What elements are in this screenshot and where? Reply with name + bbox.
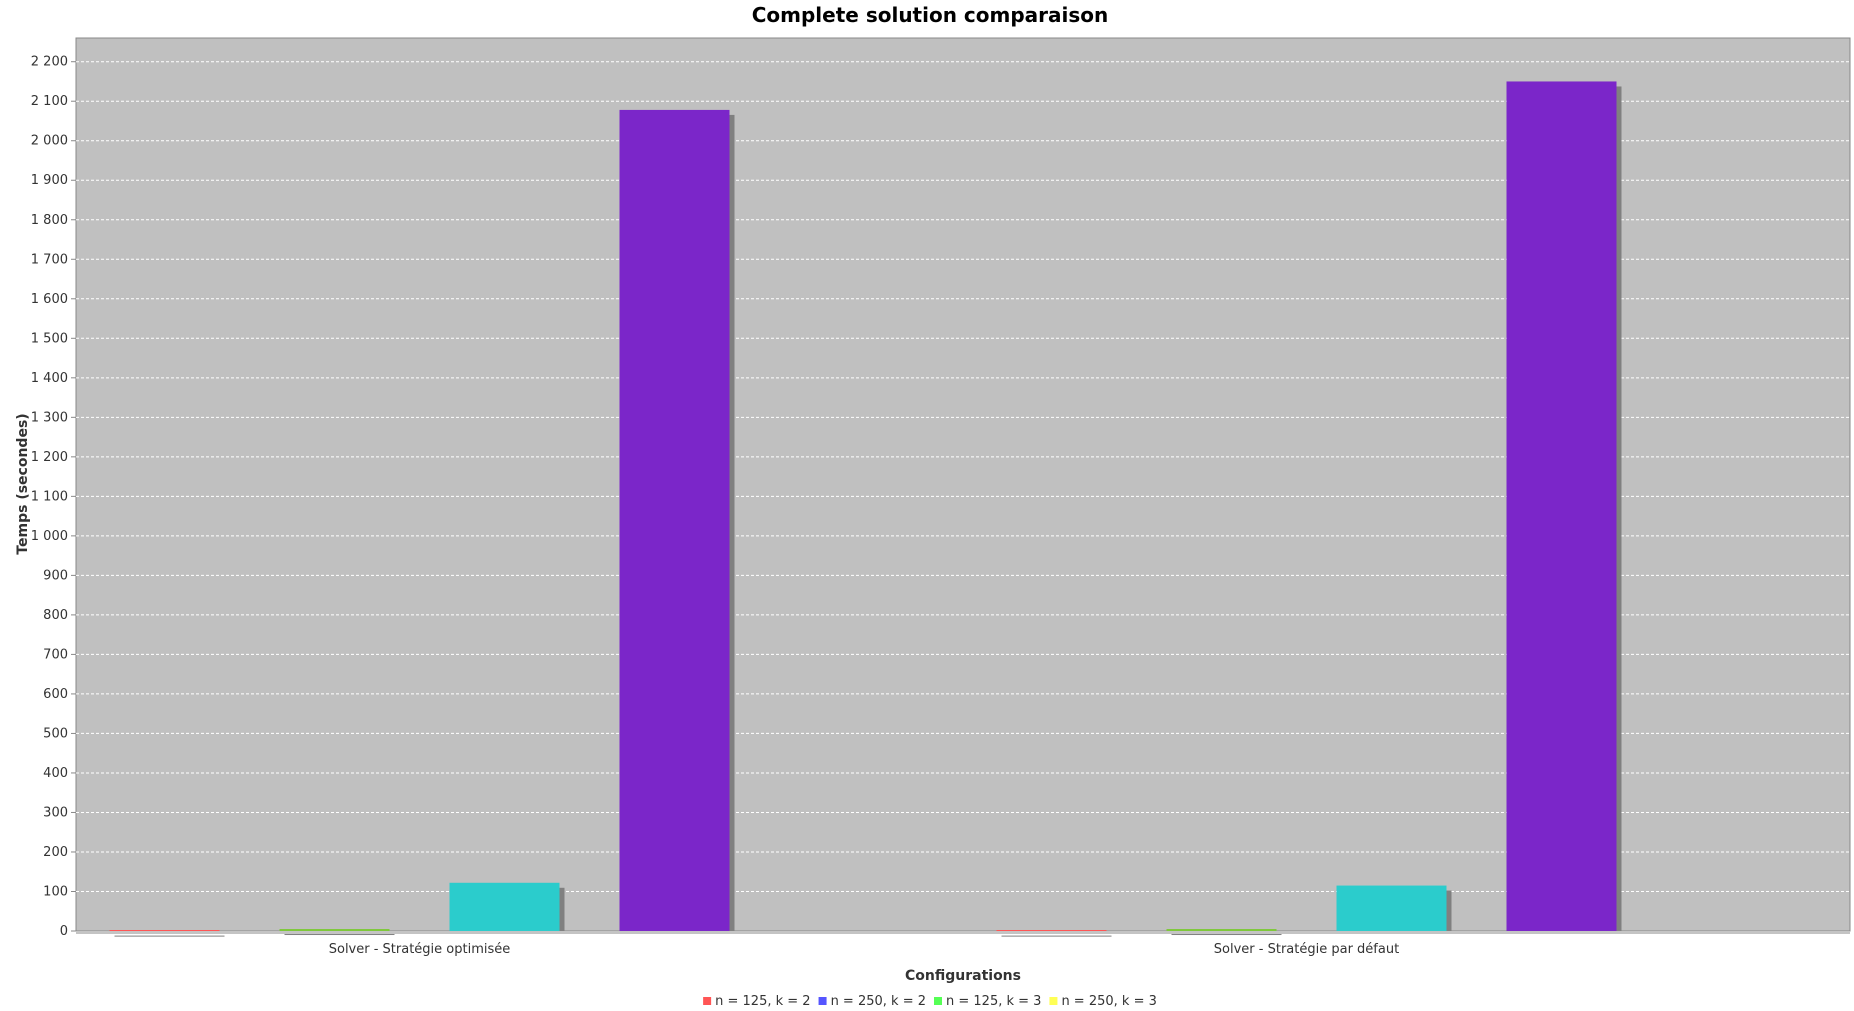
y-tick-label: 1 100	[31, 489, 68, 504]
y-axis-title: Temps (secondes)	[15, 413, 31, 554]
y-tick-label: 300	[43, 805, 68, 820]
y-tick-label: 800	[43, 608, 68, 623]
bar	[1506, 81, 1617, 931]
x-category-label: Solver - Stratégie par défaut	[1214, 942, 1399, 957]
bar-shadow	[284, 934, 395, 936]
y-tick-label: 500	[43, 726, 68, 741]
legend-label: n = 125, k = 3	[946, 994, 1041, 1009]
bar	[619, 109, 730, 931]
y-tick-label: 1 700	[31, 252, 68, 267]
chart-title: Complete solution comparaison	[752, 3, 1109, 27]
y-axis-ticks: 0 100 200 300 400 500 600 700 800 900 1 000 1 100 1 …	[31, 55, 76, 939]
bar	[996, 930, 1107, 931]
legend-swatch	[818, 997, 827, 1005]
legend-item: n = 250, k = 3	[1049, 994, 1157, 1009]
y-tick-label: 600	[43, 687, 68, 702]
legend-label: n = 125, k = 2	[715, 994, 810, 1009]
legend-label: n = 250, k = 2	[831, 994, 926, 1009]
legend-item: n = 250, k = 2	[818, 994, 926, 1009]
bars	[109, 81, 1622, 937]
legend-item: n = 125, k = 2	[703, 994, 811, 1009]
y-tick-label: 1 800	[31, 213, 68, 228]
bar	[1336, 885, 1447, 931]
x-category-label: Solver - Stratégie optimisée	[329, 942, 511, 957]
legend: n = 125, k = 2 n = 250, k = 2 n = 125, k =…	[703, 994, 1157, 1009]
y-tick-label: 1 900	[31, 173, 68, 188]
legend-swatch	[703, 997, 712, 1005]
y-tick-label: 1 000	[31, 529, 68, 544]
y-tick-label: 1 300	[31, 410, 68, 425]
grid-lines	[76, 61, 1850, 892]
legend-swatch	[1049, 997, 1058, 1005]
bar	[279, 929, 390, 931]
y-tick-label: 2 000	[31, 134, 68, 149]
y-tick-label: 200	[43, 845, 68, 860]
legend-swatch	[934, 997, 942, 1005]
bar	[449, 882, 560, 931]
y-tick-label: 1 500	[31, 331, 68, 346]
legend-item: n = 125, k = 3	[934, 994, 1041, 1009]
y-tick-label: 1 200	[31, 450, 68, 465]
x-axis-title: Configurations	[905, 968, 1021, 984]
y-tick-label: 1 600	[31, 292, 68, 307]
y-tick-label: 400	[43, 766, 68, 781]
y-tick-label: 1 400	[31, 371, 68, 386]
y-tick-label: 700	[43, 647, 68, 662]
y-tick-label: 100	[43, 884, 68, 899]
bar-shadow	[114, 935, 225, 937]
y-tick-label: 2 100	[31, 94, 68, 109]
bar	[109, 930, 220, 931]
bar-shadow	[1171, 934, 1282, 936]
y-tick-label: 0	[60, 924, 68, 939]
x-axis-categories: Solver - Stratégie optimisée Solver - Str…	[329, 942, 1399, 957]
bar	[1166, 929, 1277, 931]
y-tick-label: 900	[43, 568, 68, 583]
legend-label: n = 250, k = 3	[1061, 994, 1156, 1009]
bar-shadow	[1001, 935, 1112, 937]
y-tick-label: 2 200	[31, 55, 68, 70]
